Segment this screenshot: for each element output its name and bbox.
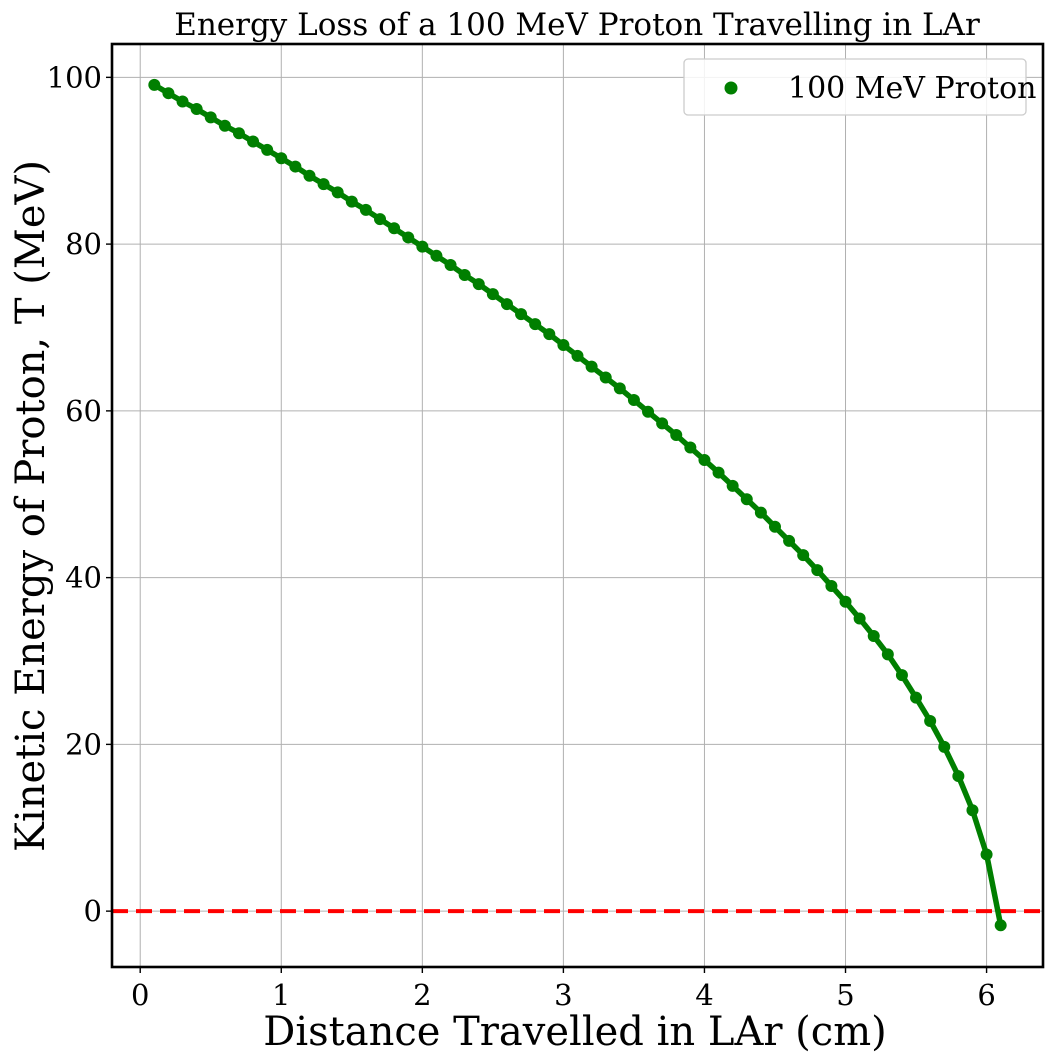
y-tick-label: 60 [65,394,102,428]
data-point [571,349,584,362]
data-point [881,648,894,661]
data-point [853,612,866,625]
legend-label: 100 MeV Proton [788,71,1037,106]
legend-box [683,58,1027,116]
data-point [317,178,330,191]
data-point [515,308,528,321]
data-point [529,318,542,331]
data-point [952,770,965,783]
y-axis-label: Kinetic Energy of Proton, T (MeV) [8,160,54,852]
data-point [458,268,471,281]
data-point [261,143,274,156]
x-tick-label: 3 [554,978,572,1012]
x-tick-label: 1 [272,978,290,1012]
y-tick-label: 20 [65,727,102,761]
data-point [670,429,683,442]
data-point [980,848,993,861]
data-point [754,506,767,519]
data-point [430,249,443,262]
data-point [797,549,810,562]
x-tick-label: 5 [836,978,854,1012]
data-point [627,394,640,407]
data-point [585,360,598,373]
data-point [303,169,316,182]
data-point [543,328,556,341]
data-point [416,240,429,253]
data-point [938,740,951,753]
plot-frame [110,42,1045,969]
x-tick-label: 2 [413,978,431,1012]
data-point [740,493,753,506]
data-point [825,579,838,592]
data-point [783,534,796,547]
y-tick-label: 40 [65,561,102,595]
chart-title: Energy Loss of a 100 MeV Proton Travelli… [174,7,980,43]
data-point [994,919,1007,932]
data-point [910,691,923,704]
data-point [190,103,203,116]
data-point [232,127,245,140]
data-point [924,715,937,728]
x-tick-label: 0 [131,978,149,1012]
x-tick-label: 4 [695,978,713,1012]
data-point [388,222,401,235]
y-tick-label: 100 [47,60,102,94]
data-point [472,278,485,291]
y-tick-label: 80 [65,227,102,261]
data-point [500,298,513,311]
x-tick-label: 6 [977,978,995,1012]
data-point [218,119,231,132]
data-point [684,441,697,454]
y-tick-label: 0 [84,894,102,928]
data-point [176,95,189,108]
data-point [712,466,725,479]
legend: 100 MeV Proton [683,58,1037,116]
series-layer [112,78,1043,932]
data-point [289,160,302,173]
data-point [402,231,415,244]
data-point [374,213,387,226]
data-point [642,405,655,418]
data-point [698,454,711,467]
data-point [162,87,175,100]
data-point [275,152,288,165]
data-point [839,595,852,608]
data-point [486,288,499,301]
data-point [656,417,669,430]
data-point [359,203,372,216]
data-point [444,258,457,271]
data-point [331,186,344,199]
data-point [966,804,979,817]
data-point [247,135,260,148]
data-point [345,195,358,208]
data-point [895,669,908,682]
data-point [811,564,824,577]
data-point [768,520,781,533]
data-point [613,382,626,395]
data-point [599,371,612,384]
data-point [148,78,161,91]
data-point [726,479,739,492]
data-point [867,629,880,642]
data-point [204,111,217,124]
x-axis-label: Distance Travelled in LAr (cm) [263,1009,886,1055]
data-point [557,338,570,351]
legend-marker [724,81,738,95]
